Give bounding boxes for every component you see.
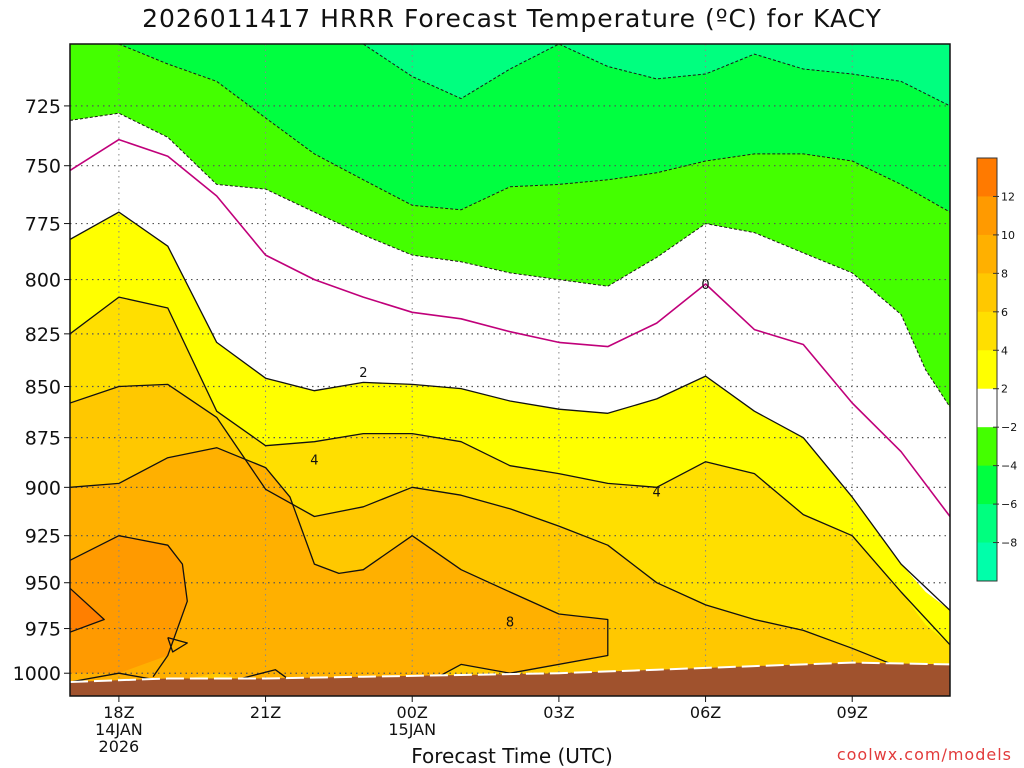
colorbar-swatch-3	[977, 273, 997, 313]
y-tick-label-975: 975	[25, 619, 61, 641]
colorbar-swatch-9	[977, 504, 997, 544]
y-tick-label-850: 850	[25, 377, 61, 399]
y-tick-label-1000: 1000	[13, 663, 61, 685]
colorbar-label-6: −2	[1001, 421, 1017, 434]
chart-title: 2026011417 HRRR Forecast Temperature (ºC…	[142, 4, 882, 33]
contour-label-4: 8	[506, 615, 514, 630]
contour-line-8	[70, 535, 188, 678]
temperature-band-2	[70, 44, 950, 213]
temperature-band-8	[70, 447, 608, 691]
x-tick-label-18Z-0: 18Z	[103, 703, 134, 722]
colorbar-swatch-1	[977, 196, 997, 236]
temperature-band-6	[70, 297, 950, 668]
contour-label-2: 4	[310, 454, 318, 469]
y-tick-label-800: 800	[25, 270, 61, 292]
colorbar-swatch-6	[977, 388, 997, 428]
credit-text: coolwx.com/models	[836, 745, 1012, 764]
y-tick-label-750: 750	[25, 156, 61, 178]
colorbar-frame	[976, 157, 998, 582]
y-tick-label-950: 950	[25, 573, 61, 595]
temperature-band-3	[70, 44, 950, 408]
x-tick-label-00Z-0: 00Z	[397, 703, 428, 722]
colorbar-label-9: −8	[1001, 537, 1017, 550]
colorbar-swatch-5	[977, 350, 997, 390]
colorbar-label-8: −6	[1001, 498, 1017, 511]
colorbar-label-0: 12	[1001, 190, 1015, 203]
colorbar-label-4: 4	[1001, 344, 1008, 357]
x-tick-label-18Z-2: 2026	[99, 737, 140, 756]
colorbar-swatch-7	[977, 427, 997, 467]
colorbar-swatch-2	[977, 234, 997, 274]
temperature-band-9	[70, 535, 188, 674]
y-tick-label-825: 825	[25, 324, 61, 346]
contour-line-6	[70, 383, 902, 669]
x-tick-label-00Z-1: 15JAN	[388, 720, 436, 739]
contour-line-1	[363, 44, 950, 107]
colorbar-swatch-4	[977, 311, 997, 351]
temperature-band-10	[70, 588, 105, 633]
x-tick-label-18Z-1: 14JAN	[95, 720, 143, 739]
contour-label-1: 2	[359, 366, 367, 381]
colorbar-label-1: 10	[1001, 229, 1015, 242]
y-tick-label-900: 900	[25, 477, 61, 499]
colorbar-swatch-0	[977, 158, 997, 197]
terrain-surface-line	[70, 661, 950, 683]
colorbar-label-3: 6	[1001, 306, 1008, 319]
contour-line-3	[70, 138, 950, 517]
contour-line-12	[167, 636, 188, 653]
x-tick-label-06Z-0: 06Z	[690, 703, 721, 722]
contour-line-7	[70, 447, 609, 692]
contour-line-9	[70, 587, 105, 633]
temperature-band-1	[70, 44, 950, 106]
y-tick-label-925: 925	[25, 526, 61, 548]
colorbar-swatch-8	[977, 465, 997, 505]
x-tick-label-09Z-0: 09Z	[837, 703, 868, 722]
x-tick-label-21Z-0: 21Z	[250, 703, 281, 722]
contour-line-11	[240, 669, 291, 681]
contour-line-4	[70, 211, 950, 611]
colorbar-swatch-10	[977, 542, 997, 582]
plot-frame	[69, 43, 951, 697]
y-tick-label-725: 725	[25, 96, 61, 118]
x-axis-label: Forecast Time (UTC)	[411, 744, 613, 768]
terrain-fill	[70, 662, 950, 696]
contour-line-2	[70, 112, 950, 408]
x-tick-label-03Z-0: 03Z	[543, 703, 574, 722]
temperature-band-5	[70, 212, 950, 645]
contour-label-3: 4	[653, 485, 661, 500]
contour-line-5	[70, 296, 950, 646]
colorbar-label-7: −4	[1001, 460, 1017, 473]
contour-line-0	[118, 44, 950, 213]
y-tick-label-875: 875	[25, 428, 61, 450]
colorbar-label-5: 2	[1001, 383, 1008, 396]
colorbar-label-2: 8	[1001, 267, 1008, 280]
temperature-band-4	[70, 113, 950, 611]
contour-label-0: 0	[701, 278, 709, 293]
plot-area: 0 2 4 4 8	[70, 44, 950, 696]
y-tick-label-775: 775	[25, 214, 61, 236]
